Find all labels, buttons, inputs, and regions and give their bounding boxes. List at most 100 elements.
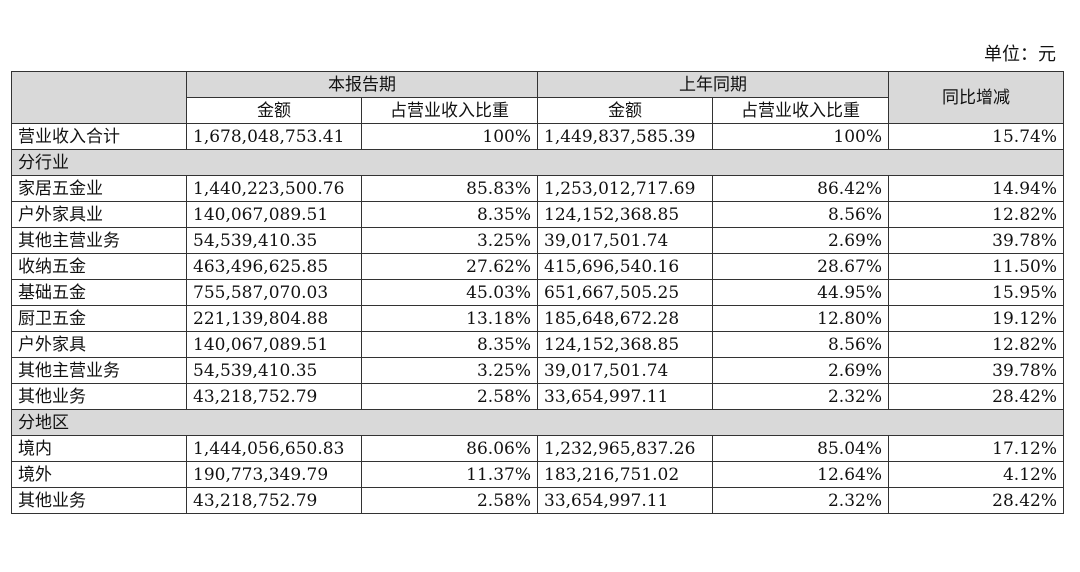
header-prior-share: 占营业收入比重: [712, 97, 889, 124]
current-amount-cell: 1,440,223,500.76: [186, 175, 362, 202]
row-label: 家居五金业: [11, 175, 187, 202]
header-current-share: 占营业收入比重: [361, 97, 538, 124]
prior-share-cell: 12.64%: [712, 461, 889, 488]
prior-amount-cell: 124,152,368.85: [537, 331, 713, 358]
revenue-table: 本报告期 上年同期 同比增减 金额 占营业收入比重 金额 占营业收入比重 营业收…: [11, 71, 1064, 514]
prior-amount-cell: 33,654,997.11: [537, 487, 713, 514]
yoy-cell: 14.94%: [888, 175, 1064, 202]
yoy-cell: 39.78%: [888, 227, 1064, 254]
row-label: 户外家具业: [11, 201, 187, 228]
table-row: 户外家具业 140,067,089.51 8.35% 124,152,368.85 8.…: [11, 201, 1064, 228]
current-share-cell: 8.35%: [361, 201, 538, 228]
current-amount-cell: 140,067,089.51: [186, 201, 362, 228]
yoy-cell: 11.50%: [888, 253, 1064, 280]
yoy-cell: 28.42%: [888, 383, 1064, 410]
yoy-cell: 19.12%: [888, 305, 1064, 332]
prior-amount-cell: 33,654,997.11: [537, 383, 713, 410]
current-amount-cell: 54,539,410.35: [186, 227, 362, 254]
prior-share-cell: 86.42%: [712, 175, 889, 202]
current-share-cell: 45.03%: [361, 279, 538, 306]
header-current-period: 本报告期: [186, 71, 538, 98]
current-share-cell: 11.37%: [361, 461, 538, 488]
current-amount-cell: 463,496,625.85: [186, 253, 362, 280]
current-share-cell: 86.06%: [361, 435, 538, 462]
current-amount-cell: 1,444,056,650.83: [186, 435, 362, 462]
prior-share-cell: 2.32%: [712, 487, 889, 514]
current-share-cell: 8.35%: [361, 331, 538, 358]
header-current-amount: 金额: [186, 97, 362, 124]
yoy-cell: 39.78%: [888, 357, 1064, 384]
current-share-cell: 3.25%: [361, 357, 538, 384]
section-row-region: 分地区: [11, 409, 1064, 436]
row-label: 其他主营业务: [11, 357, 187, 384]
total-prior-share: 100%: [712, 123, 889, 150]
section-title: 分地区: [11, 409, 1064, 436]
prior-amount-cell: 39,017,501.74: [537, 357, 713, 384]
row-label: 其他业务: [11, 487, 187, 514]
table-row: 境外 190,773,349.79 11.37% 183,216,751.02 12.6…: [11, 461, 1064, 488]
current-amount-cell: 755,587,070.03: [186, 279, 362, 306]
total-yoy: 15.74%: [888, 123, 1064, 150]
prior-share-cell: 2.69%: [712, 227, 889, 254]
yoy-cell: 17.12%: [888, 435, 1064, 462]
section-title: 分行业: [11, 149, 1064, 176]
current-share-cell: 85.83%: [361, 175, 538, 202]
prior-amount-cell: 124,152,368.85: [537, 201, 713, 228]
row-label: 境内: [11, 435, 187, 462]
table-row: 其他主营业务 54,539,410.35 3.25% 39,017,501.74 2.6…: [11, 357, 1064, 384]
header-corner-cell: [11, 71, 187, 124]
row-label: 户外家具: [11, 331, 187, 358]
row-label: 境外: [11, 461, 187, 488]
header-prior-amount: 金额: [537, 97, 713, 124]
prior-share-cell: 8.56%: [712, 201, 889, 228]
header-prior-period: 上年同期: [537, 71, 889, 98]
unit-label: 单位：元: [984, 44, 1056, 65]
current-amount-cell: 140,067,089.51: [186, 331, 362, 358]
header-yoy-change: 同比增减: [888, 71, 1064, 124]
prior-share-cell: 44.95%: [712, 279, 889, 306]
header-row-sub: 金额 占营业收入比重 金额 占营业收入比重: [12, 97, 1064, 124]
row-label: 其他业务: [11, 383, 187, 410]
row-label: 厨卫五金: [11, 305, 187, 332]
yoy-cell: 28.42%: [888, 487, 1064, 514]
prior-share-cell: 2.69%: [712, 357, 889, 384]
current-share-cell: 2.58%: [361, 383, 538, 410]
total-row: 营业收入合计 1,678,048,753.41 100% 1,449,837,5…: [11, 123, 1064, 150]
yoy-cell: 4.12%: [888, 461, 1064, 488]
header-row-top: 本报告期 上年同期 同比增减: [11, 71, 1064, 124]
table-row: 厨卫五金 221,139,804.88 13.18% 185,648,672.28 12…: [11, 305, 1064, 332]
total-label: 营业收入合计: [11, 123, 187, 150]
table-row: 收纳五金 463,496,625.85 27.62% 415,696,540.16 28…: [11, 253, 1064, 280]
current-amount-cell: 43,218,752.79: [186, 383, 362, 410]
prior-share-cell: 2.32%: [712, 383, 889, 410]
table-row: 户外家具 140,067,089.51 8.35% 124,152,368.85 8.5…: [11, 331, 1064, 358]
row-label: 其他主营业务: [11, 227, 187, 254]
row-label: 收纳五金: [11, 253, 187, 280]
current-amount-cell: 190,773,349.79: [186, 461, 362, 488]
yoy-cell: 12.82%: [888, 201, 1064, 228]
prior-amount-cell: 1,232,965,837.26: [537, 435, 713, 462]
prior-amount-cell: 39,017,501.74: [537, 227, 713, 254]
current-share-cell: 2.58%: [361, 487, 538, 514]
table-row: 家居五金业 1,440,223,500.76 85.83% 1,253,012,717…: [11, 175, 1064, 202]
total-prior-amount: 1,449,837,585.39: [537, 123, 713, 150]
current-amount-cell: 54,539,410.35: [186, 357, 362, 384]
prior-amount-cell: 1,253,012,717.69: [537, 175, 713, 202]
table-row: 其他业务 43,218,752.79 2.58% 33,654,997.11 2.32%…: [11, 383, 1064, 410]
current-share-cell: 3.25%: [361, 227, 538, 254]
prior-share-cell: 8.56%: [712, 331, 889, 358]
current-share-cell: 27.62%: [361, 253, 538, 280]
current-amount-cell: 221,139,804.88: [186, 305, 362, 332]
yoy-cell: 15.95%: [888, 279, 1064, 306]
total-current-amount: 1,678,048,753.41: [186, 123, 362, 150]
yoy-cell: 12.82%: [888, 331, 1064, 358]
prior-share-cell: 85.04%: [712, 435, 889, 462]
section-row-industry: 分行业: [11, 149, 1064, 176]
prior-amount-cell: 183,216,751.02: [537, 461, 713, 488]
total-current-share: 100%: [361, 123, 538, 150]
prior-amount-cell: 185,648,672.28: [537, 305, 713, 332]
prior-amount-cell: 415,696,540.16: [537, 253, 713, 280]
table-row: 基础五金 755,587,070.03 45.03% 651,667,505.25 44…: [11, 279, 1064, 306]
prior-share-cell: 28.67%: [712, 253, 889, 280]
table-row: 其他主营业务 54,539,410.35 3.25% 39,017,501.74 2.6…: [11, 227, 1064, 254]
